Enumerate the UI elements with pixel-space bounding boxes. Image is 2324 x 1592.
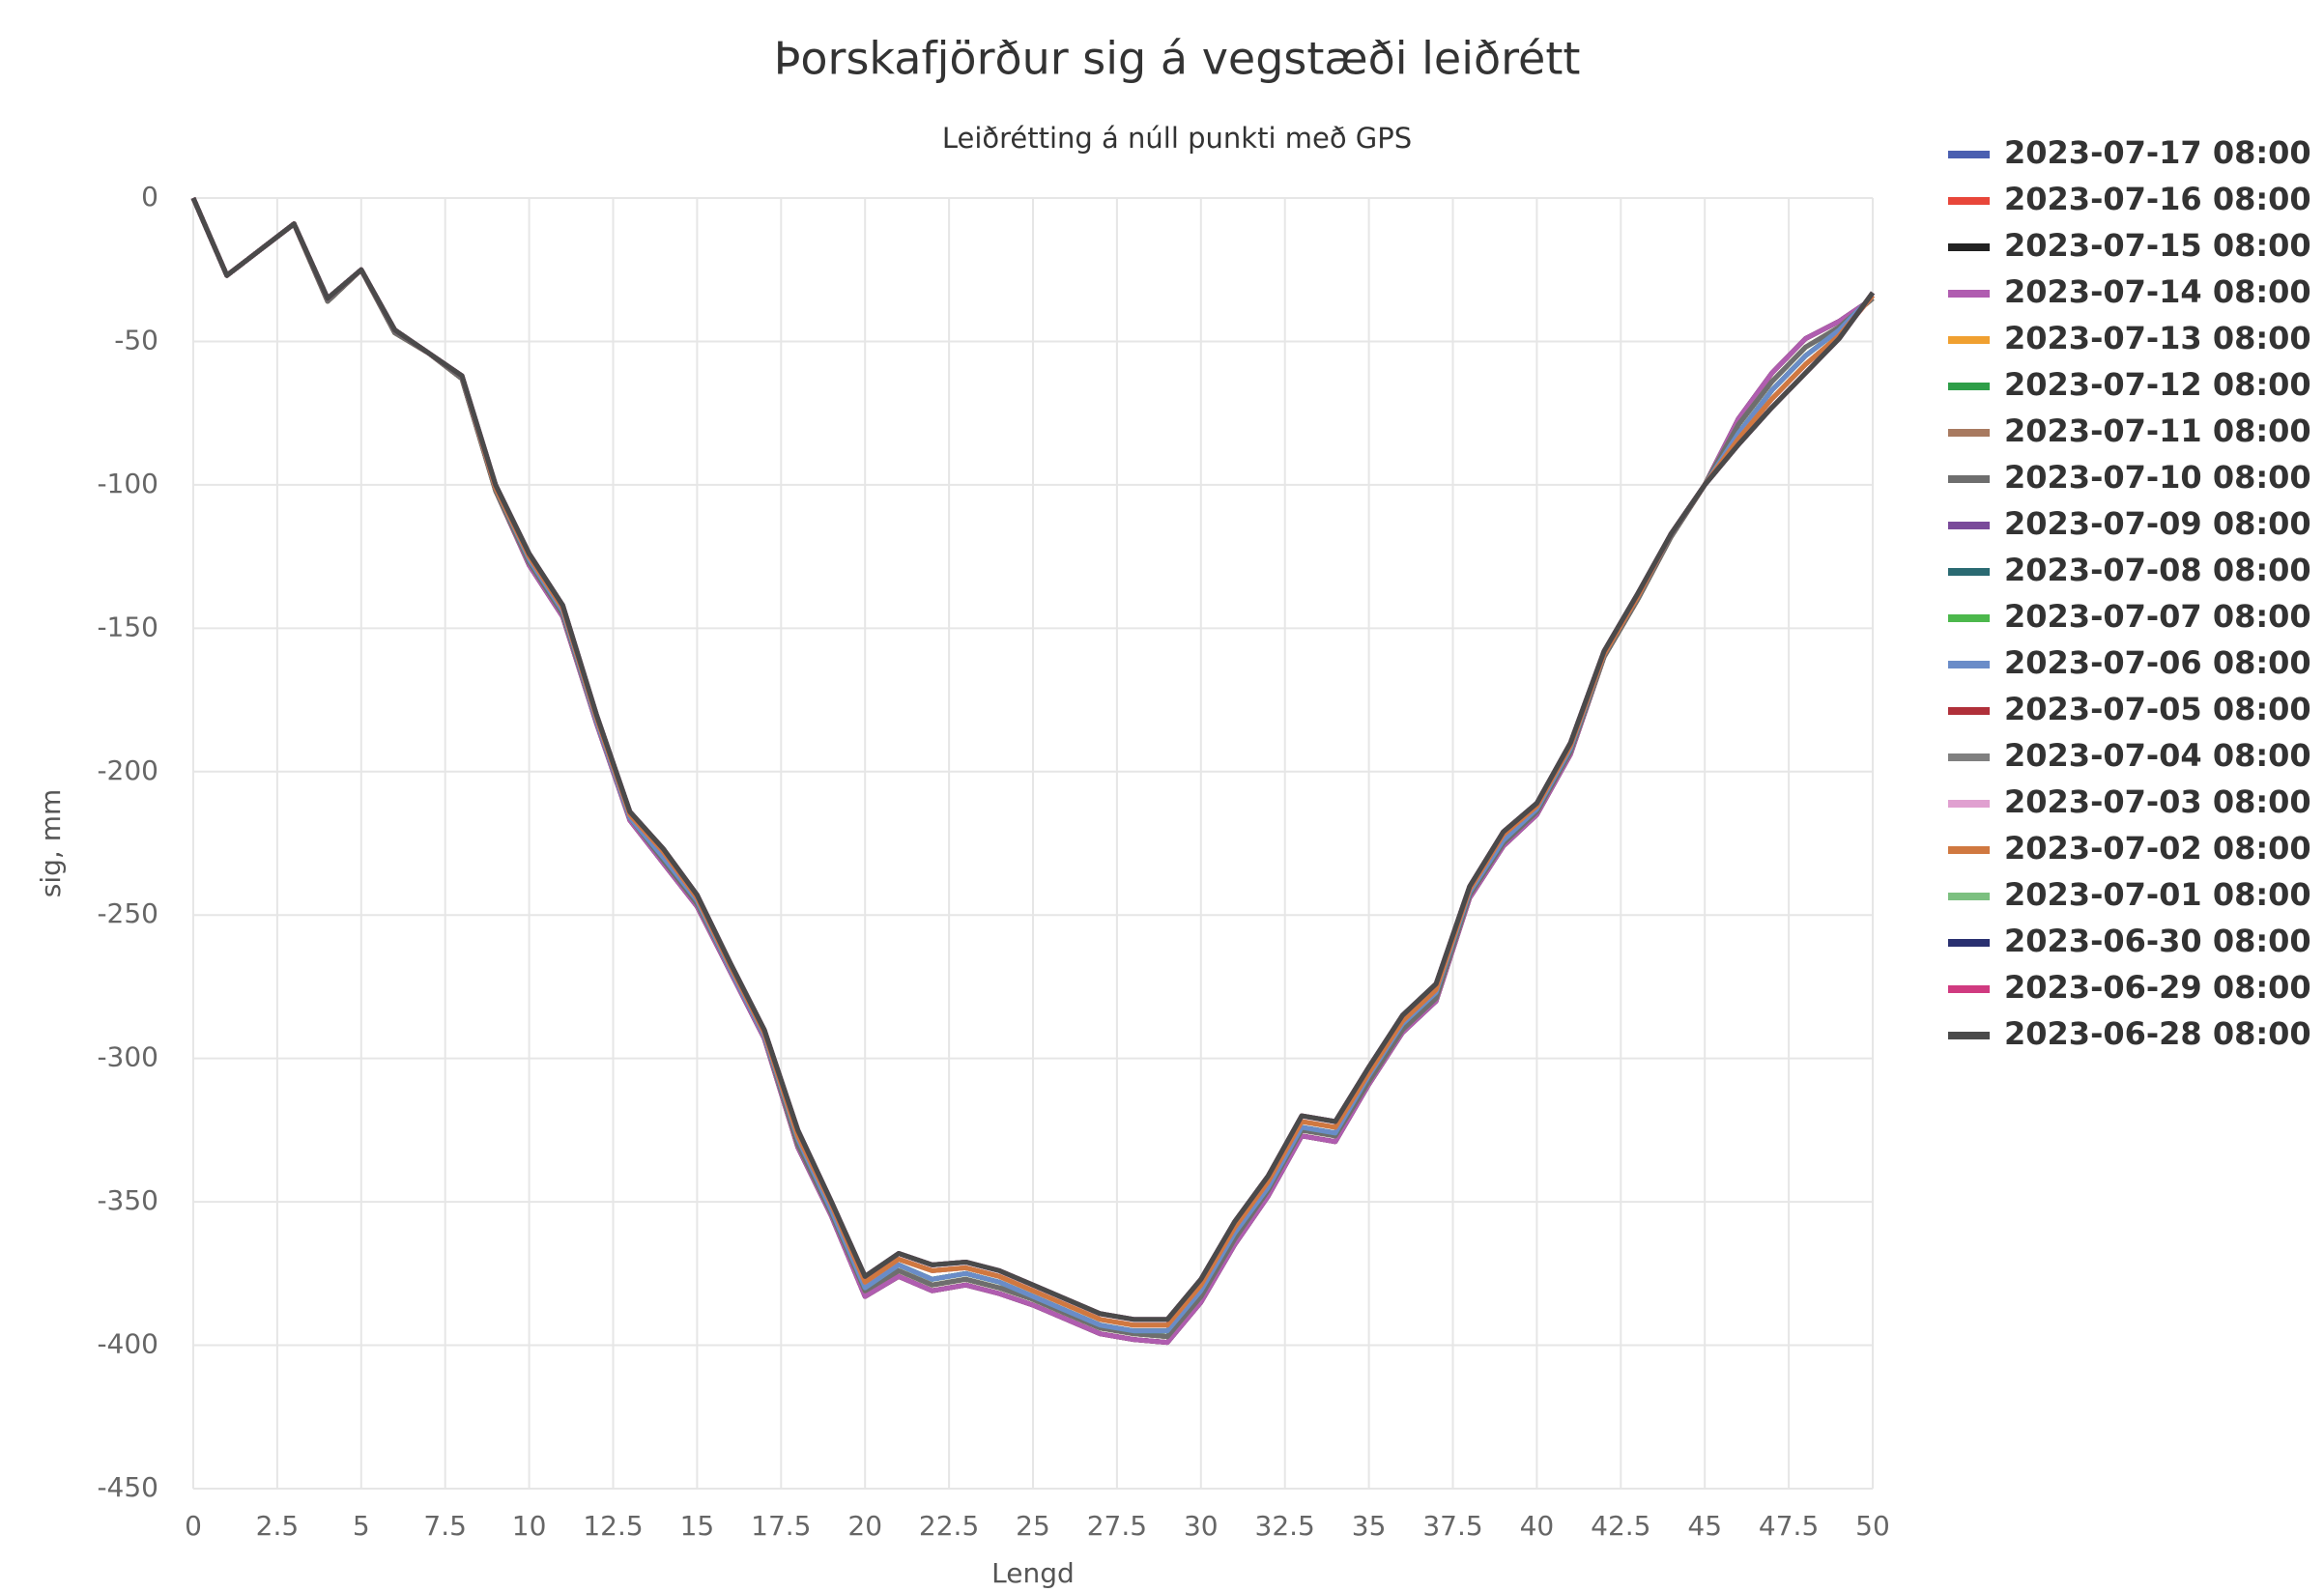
x-tick-label: 32.5 xyxy=(1255,1510,1315,1542)
y-tick-label: -300 xyxy=(97,1041,158,1073)
legend-label[interactable]: 2023-07-05 08:00 xyxy=(2004,691,2311,727)
legend-label[interactable]: 2023-07-03 08:00 xyxy=(2004,783,2311,820)
x-tick-label: 30 xyxy=(1184,1510,1219,1542)
y-tick-label: -200 xyxy=(97,754,158,786)
series-line xyxy=(190,197,1876,1322)
legend-label[interactable]: 2023-07-08 08:00 xyxy=(2004,552,2311,588)
legend-label[interactable]: 2023-07-17 08:00 xyxy=(2004,134,2311,171)
x-tick-label: 40 xyxy=(1520,1510,1555,1542)
legend-label[interactable]: 2023-07-04 08:00 xyxy=(2004,737,2311,774)
x-tick-label: 47.5 xyxy=(1759,1510,1819,1542)
legend-label[interactable]: 2023-06-29 08:00 xyxy=(2004,969,2311,1006)
y-tick-label: -400 xyxy=(97,1328,158,1360)
x-tick-label: 7.5 xyxy=(423,1510,467,1542)
x-tick-label: 0 xyxy=(185,1510,202,1542)
y-tick-label: -450 xyxy=(97,1471,158,1503)
legend-label[interactable]: 2023-07-07 08:00 xyxy=(2004,598,2311,635)
x-tick-label: 10 xyxy=(512,1510,547,1542)
legend-label[interactable]: 2023-07-13 08:00 xyxy=(2004,320,2311,356)
legend-label[interactable]: 2023-07-01 08:00 xyxy=(2004,876,2311,913)
legend-label[interactable]: 2023-06-28 08:00 xyxy=(2004,1015,2311,1052)
legend-label[interactable]: 2023-07-16 08:00 xyxy=(2004,181,2311,217)
legend-label[interactable]: 2023-07-11 08:00 xyxy=(2004,412,2311,449)
x-tick-label: 15 xyxy=(680,1510,715,1542)
legend-label[interactable]: 2023-07-14 08:00 xyxy=(2004,273,2311,310)
legend-label[interactable]: 2023-07-06 08:00 xyxy=(2004,644,2311,681)
y-tick-label: -350 xyxy=(97,1184,158,1216)
y-tick-label: -100 xyxy=(97,468,158,499)
x-tick-label: 25 xyxy=(1016,1510,1050,1542)
legend-label[interactable]: 2023-07-10 08:00 xyxy=(2004,459,2311,496)
x-tick-label: 45 xyxy=(1687,1510,1722,1542)
x-tick-label: 37.5 xyxy=(1422,1510,1482,1542)
x-axis-label: Lengd xyxy=(991,1557,1075,1589)
legend-label[interactable]: 2023-06-30 08:00 xyxy=(2004,923,2311,959)
y-tick-label: -250 xyxy=(97,897,158,929)
y-tick-label: 0 xyxy=(141,181,158,213)
y-axis-label: sig, mm xyxy=(35,789,67,898)
x-tick-label: 2.5 xyxy=(256,1510,300,1542)
legend-label[interactable]: 2023-07-02 08:00 xyxy=(2004,830,2311,867)
legend-label[interactable]: 2023-07-09 08:00 xyxy=(2004,505,2311,542)
x-tick-label: 12.5 xyxy=(583,1510,643,1542)
y-tick-label: -50 xyxy=(114,324,158,355)
x-tick-label: 5 xyxy=(353,1510,370,1542)
x-tick-label: 42.5 xyxy=(1591,1510,1650,1542)
legend-label[interactable]: 2023-07-15 08:00 xyxy=(2004,227,2311,264)
chart-subtitle: Leiðrétting á núll punkti með GPS xyxy=(942,122,1412,155)
x-tick-label: 20 xyxy=(847,1510,882,1542)
x-tick-label: 22.5 xyxy=(919,1510,979,1542)
x-tick-label: 17.5 xyxy=(751,1510,811,1542)
x-tick-label: 35 xyxy=(1352,1510,1387,1542)
chart-title: Þorskafjörður sig á vegstæði leiðrétt xyxy=(774,33,1581,85)
x-tick-label: 50 xyxy=(1855,1510,1890,1542)
x-tick-label: 27.5 xyxy=(1087,1510,1147,1542)
legend-label[interactable]: 2023-07-12 08:00 xyxy=(2004,366,2311,403)
y-tick-label: -150 xyxy=(97,611,158,642)
